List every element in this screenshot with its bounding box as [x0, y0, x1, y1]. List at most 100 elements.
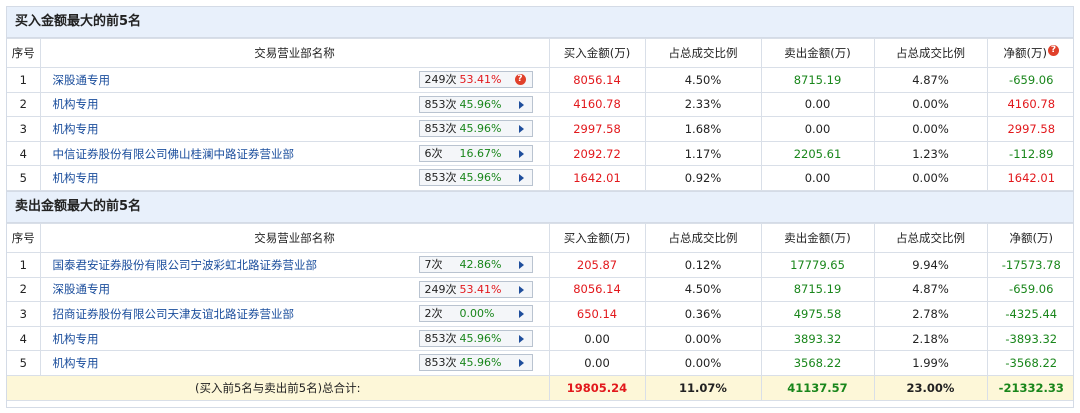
table-row: 1 深股通专用 249次 53.41%? 8056.14 4.50% 8715.19 4.87… [7, 67, 1073, 93]
sell-table-header: 序号 交易营业部名称 买入金额(万) 占总成交比例 卖出金额(万) 占总成交比例… [7, 222, 1073, 253]
dept-name-link[interactable]: 机构专用 [52, 97, 99, 112]
dept-stats-toggle[interactable]: 853次 45.96% [418, 169, 533, 187]
sell-ratio: 4.87% [873, 276, 988, 303]
appearance-count: 853次 [424, 122, 457, 136]
total-sell-amount: 41137.57 [760, 374, 875, 401]
dept-stats-toggle[interactable]: 853次 45.96% [418, 354, 533, 372]
buy-ratio: 0.92% [644, 165, 762, 191]
triangle-right-icon[interactable] [518, 359, 524, 368]
appearance-count: 853次 [424, 356, 457, 370]
dept-name-link[interactable]: 机构专用 [52, 331, 99, 346]
row-index: 4 [7, 140, 41, 167]
sell-ratio: 4.87% [873, 67, 988, 93]
dept-stats-toggle[interactable]: 249次 53.41% [418, 280, 533, 298]
total-label: (买入前5名与卖出前5名)总合计: [7, 374, 550, 401]
triangle-right-icon[interactable] [518, 174, 524, 183]
dept-stats-toggle[interactable]: 2次 0.00% [418, 305, 533, 323]
total-sell-ratio: 23.00% [873, 374, 988, 401]
sell-amount: 8715.19 [760, 276, 875, 303]
total-row: (买入前5名与卖出前5名)总合计: 19805.24 11.07% 41137.… [7, 374, 1073, 401]
sell-ratio: 9.94% [873, 251, 988, 278]
dept-name-link[interactable]: 中信证券股份有限公司佛山桂澜中路证券营业部 [52, 146, 295, 161]
buy-ratio: 0.36% [644, 301, 762, 327]
buy-amount: 8056.14 [548, 67, 646, 93]
total-buy-ratio: 11.07% [644, 374, 762, 401]
triangle-right-icon[interactable] [518, 285, 524, 294]
dept-stats-toggle[interactable]: 853次 45.96% [418, 329, 533, 347]
dept-stats-toggle[interactable]: 853次 45.96% [418, 95, 533, 113]
row-index: 3 [7, 301, 41, 327]
sell-amount: 4975.58 [760, 301, 875, 327]
sell-ratio: 0.00% [873, 91, 988, 118]
buy-amount: 0.00 [548, 350, 646, 376]
dept-name-link[interactable]: 机构专用 [52, 171, 99, 186]
win-rate: 45.96% [459, 171, 502, 185]
triangle-right-icon[interactable] [518, 125, 524, 134]
col-dept-name: 交易营业部名称 [39, 222, 550, 253]
sell-amount: 3568.22 [760, 350, 875, 376]
col-buy-amount: 买入金额(万) [548, 38, 646, 68]
buy-ratio: 0.12% [644, 251, 762, 278]
win-rate: 42.86% [459, 257, 502, 271]
triangle-right-icon[interactable] [518, 100, 524, 109]
dept-stats-toggle[interactable]: 6次 16.67% [418, 144, 533, 162]
dept-stats-toggle[interactable]: 853次 45.96% [418, 120, 533, 138]
col-index: 序号 [7, 38, 41, 68]
triangle-right-icon[interactable] [518, 260, 524, 269]
col-buy-ratio: 占总成交比例 [644, 222, 762, 253]
row-index: 4 [7, 325, 41, 352]
buy-amount: 650.14 [548, 301, 646, 327]
row-index: 5 [7, 350, 41, 376]
appearance-count: 249次 [424, 282, 457, 296]
net-amount: 4160.78 [986, 91, 1073, 118]
total-net: -21332.33 [986, 374, 1073, 401]
buy-amount: 205.87 [548, 251, 646, 278]
row-index: 1 [7, 67, 41, 93]
table-row: 1 国泰君安证券股份有限公司宁波彩虹北路证券营业部 7次 42.86% 205.87 0.… [7, 251, 1073, 278]
question-mark-icon[interactable]: ? [1047, 45, 1059, 56]
buy-ratio: 1.17% [644, 140, 762, 167]
question-mark-icon[interactable]: ? [514, 74, 526, 85]
net-amount: 1642.01 [986, 165, 1073, 191]
dept-name-link[interactable]: 机构专用 [52, 356, 99, 371]
dept-name-link[interactable]: 机构专用 [52, 121, 99, 136]
triangle-right-icon[interactable] [518, 149, 524, 158]
row-index: 2 [7, 276, 41, 303]
dept-cell: 深股通专用 249次 53.41% [39, 276, 550, 303]
dept-cell: 机构专用 853次 45.96% [39, 325, 550, 352]
buy-ratio: 4.50% [644, 67, 762, 93]
net-amount: -659.06 [986, 276, 1073, 303]
sell-table: 序号 交易营业部名称 买入金额(万) 占总成交比例 卖出金额(万) 占总成交比例… [7, 222, 1073, 401]
sell-amount: 0.00 [760, 165, 875, 191]
col-net: 净额(万)? [986, 38, 1073, 68]
triangle-right-icon[interactable] [518, 310, 524, 319]
col-dept-name: 交易营业部名称 [39, 38, 550, 68]
dept-stats-toggle[interactable]: 7次 42.86% [418, 255, 533, 273]
dept-cell: 机构专用 853次 45.96% [39, 165, 550, 191]
col-index: 序号 [7, 222, 41, 253]
appearance-count: 853次 [424, 171, 457, 185]
net-amount: -112.89 [986, 140, 1073, 167]
win-rate: 45.96% [459, 331, 502, 345]
sell-ratio: 0.00% [873, 165, 988, 191]
buy-amount: 2997.58 [548, 116, 646, 142]
appearance-count: 6次 [424, 146, 443, 160]
dept-name-link[interactable]: 国泰君安证券股份有限公司宁波彩虹北路证券营业部 [52, 257, 318, 272]
win-rate: 45.96% [459, 97, 502, 111]
sell-ratio: 1.99% [873, 350, 988, 376]
triangle-right-icon[interactable] [518, 334, 524, 343]
dept-name-link[interactable]: 深股通专用 [52, 282, 111, 297]
appearance-count: 249次 [424, 73, 457, 86]
lhb-panel: 买入金额最大的前5名 序号 交易营业部名称 买入金额(万) 占总成交比例 卖出金… [6, 6, 1074, 408]
dept-stats-toggle[interactable]: 249次 53.41%? [418, 71, 533, 88]
net-amount: -3893.32 [986, 325, 1073, 352]
appearance-count: 853次 [424, 97, 457, 111]
sell-amount: 3893.32 [760, 325, 875, 352]
net-amount: -4325.44 [986, 301, 1073, 327]
dept-name-link[interactable]: 招商证券股份有限公司天津友谊北路证券营业部 [52, 306, 295, 321]
dept-cell: 机构专用 853次 45.96% [39, 91, 550, 118]
dept-name-link[interactable]: 深股通专用 [52, 72, 111, 87]
dept-cell: 机构专用 853次 45.96% [39, 116, 550, 142]
table-row: 5 机构专用 853次 45.96% 0.00 0.00% 3568.22 1.99% -356… [7, 350, 1073, 376]
win-rate: 45.96% [459, 122, 502, 136]
